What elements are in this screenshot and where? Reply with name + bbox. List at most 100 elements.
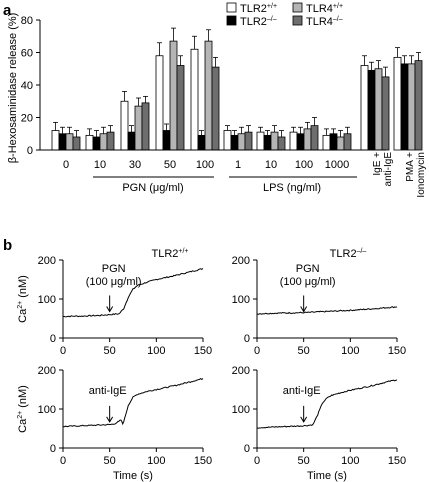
bar bbox=[263, 134, 272, 151]
bar bbox=[176, 65, 185, 151]
calcium-trace bbox=[256, 379, 398, 429]
bar bbox=[329, 133, 338, 151]
y-tick-label: 200 bbox=[232, 365, 250, 377]
bar bbox=[155, 55, 164, 151]
x-tick-label: 50 bbox=[104, 345, 116, 357]
x-tick-label: 100 bbox=[295, 159, 313, 171]
bar bbox=[343, 133, 352, 151]
legend-label-tlr2-wt: TLR2+/+ bbox=[240, 3, 277, 15]
panel-a-y-ticks: 0 20 40 60 80 bbox=[21, 15, 40, 157]
pgn-dose-annotation: (100 μg/ml) bbox=[280, 276, 336, 288]
pgn-dose-annotation: (100 μg/ml) bbox=[86, 276, 142, 288]
y-tick-label: 40 bbox=[21, 80, 33, 92]
y-tick-label: 20 bbox=[21, 113, 33, 125]
lps-label: LPS (ng/ml) bbox=[263, 182, 321, 194]
bar bbox=[211, 66, 220, 151]
bar bbox=[360, 65, 369, 151]
pma-label-2: Ionomycin bbox=[416, 152, 427, 198]
bar bbox=[289, 131, 298, 151]
bar bbox=[407, 63, 416, 151]
bar bbox=[336, 136, 345, 151]
y-tick-label: 200 bbox=[38, 255, 56, 267]
bar bbox=[65, 133, 74, 151]
bar bbox=[72, 136, 81, 151]
x-tick-label: 0 bbox=[63, 159, 69, 171]
y-tick-label: 80 bbox=[21, 15, 33, 27]
panel-b-title-wt: TLR2+/+ bbox=[151, 248, 188, 260]
y-tick-label: 0 bbox=[50, 443, 56, 455]
ige-label-1: IgE + bbox=[372, 152, 383, 176]
calcium-plot-2: 0 100 200 0 50 100 150 PGN(100 μg/ml) bbox=[232, 255, 407, 357]
bar bbox=[400, 63, 409, 151]
y-tick-label: 200 bbox=[38, 365, 56, 377]
y-tick-label: 100 bbox=[232, 294, 250, 306]
legend-label-tlr4-wt: TLR4+/+ bbox=[306, 3, 343, 15]
bar bbox=[414, 60, 423, 151]
bar bbox=[237, 133, 246, 151]
y-tick-label: 100 bbox=[232, 404, 250, 416]
legend-label-tlr2-ko: TLR2–/– bbox=[240, 16, 277, 28]
bar bbox=[223, 130, 232, 151]
calcium-trace bbox=[256, 306, 398, 315]
bar bbox=[367, 69, 376, 151]
x-tick-label: 100 bbox=[341, 455, 359, 467]
anti-ige-annotation: anti-IgE bbox=[89, 385, 127, 397]
x-tick-label: 0 bbox=[60, 345, 66, 357]
calcium-trace bbox=[62, 268, 204, 318]
x-tick-label: 150 bbox=[388, 455, 406, 467]
pgn-label: PGN (μg/ml) bbox=[122, 182, 183, 194]
panel-a-ylabel: β-Hexosaminidase release (%) bbox=[7, 13, 19, 164]
bar bbox=[277, 136, 286, 151]
x-tick-label: 150 bbox=[194, 345, 212, 357]
pgn-annotation: PGN bbox=[102, 263, 126, 275]
legend-swatch-tlr4-ko bbox=[292, 15, 303, 26]
bar bbox=[106, 131, 115, 151]
bar bbox=[85, 134, 94, 151]
x-tick-label: 100 bbox=[147, 455, 165, 467]
bar bbox=[120, 100, 129, 151]
x-tick-label: 0 bbox=[254, 345, 260, 357]
y-tick-label: 200 bbox=[232, 255, 250, 267]
panel-a-bars bbox=[51, 27, 423, 151]
arrow-head bbox=[300, 416, 308, 423]
bar bbox=[51, 130, 60, 151]
x-tick-label: 100 bbox=[196, 159, 214, 171]
bar bbox=[92, 136, 101, 151]
x-tick-label: 1 bbox=[235, 159, 241, 171]
bar bbox=[134, 105, 143, 151]
x-tick-label: 150 bbox=[388, 345, 406, 357]
bar bbox=[296, 133, 305, 151]
x-tick-label: 150 bbox=[194, 455, 212, 467]
calcium-trace bbox=[62, 377, 204, 428]
panel-b-title-ko: TLR2–/– bbox=[330, 248, 367, 260]
bar bbox=[169, 40, 178, 151]
x-tick-label: 50 bbox=[164, 159, 176, 171]
arrow-head bbox=[106, 416, 114, 423]
x-tick-label: 10 bbox=[94, 159, 106, 171]
bar bbox=[197, 134, 206, 151]
legend: TLR2+/+ TLR4+/+ TLR2–/– TLR4–/– bbox=[226, 2, 343, 28]
x-tick-label: 50 bbox=[298, 345, 310, 357]
x-tick-label: 10 bbox=[265, 159, 277, 171]
panel-b-letter: b bbox=[3, 237, 12, 254]
x-tick-label: 50 bbox=[104, 455, 116, 467]
bar bbox=[374, 68, 383, 151]
calcium-plot-4: 0 100 200 0 50 100 150 Time (s) anti-IgE bbox=[232, 365, 407, 482]
y-tick-label: 0 bbox=[244, 443, 250, 455]
bar bbox=[322, 134, 331, 151]
calcium-plot-1: 0 100 200 0 50 100 150 Ca2+ (nM) PGN(100 μg/ml) bbox=[17, 255, 212, 357]
x-tick-label: 1000 bbox=[325, 159, 349, 171]
bar bbox=[270, 131, 279, 151]
legend-swatch-tlr2-ko bbox=[226, 15, 237, 26]
legend-label-tlr4-ko: TLR4–/– bbox=[306, 16, 343, 28]
arrow-head bbox=[300, 306, 308, 313]
legend-swatch-tlr4-wt bbox=[292, 2, 303, 13]
y-tick-label: 100 bbox=[38, 294, 56, 306]
bar bbox=[99, 133, 108, 151]
anti-ige-annotation: anti-IgE bbox=[283, 385, 321, 397]
bar bbox=[256, 131, 265, 151]
bar bbox=[393, 56, 402, 151]
x-tick-label: 50 bbox=[298, 455, 310, 467]
pma-label-1: PMA + bbox=[405, 152, 416, 182]
